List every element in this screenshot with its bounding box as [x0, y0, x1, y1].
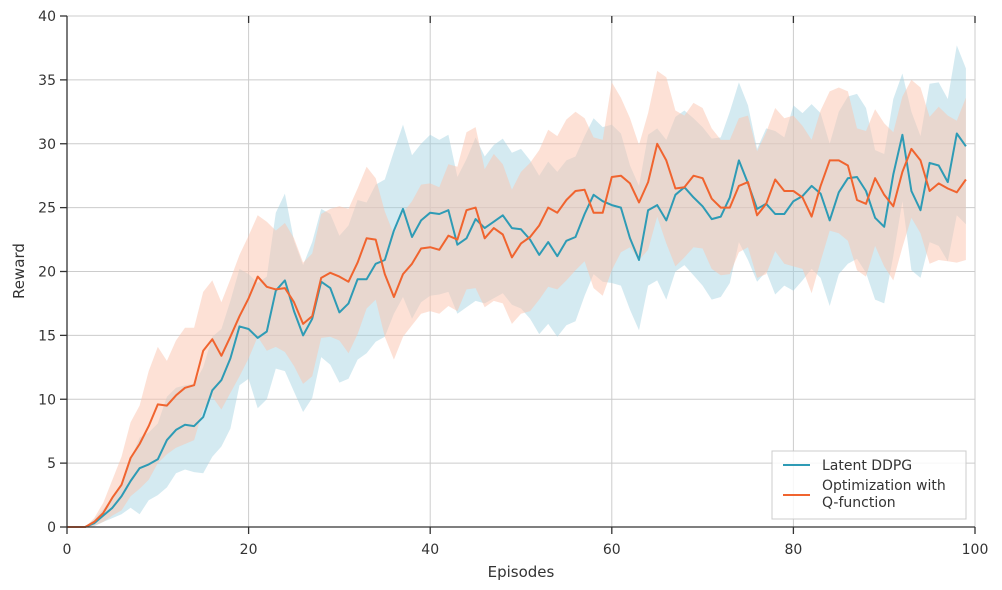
- y-axis-label: Reward: [10, 243, 28, 299]
- y-tick-label: 0: [47, 520, 56, 536]
- legend-box: [771, 450, 967, 520]
- y-tick-label: 25: [38, 201, 56, 217]
- legend-label-latent-ddpg: Latent DDPG: [822, 458, 912, 474]
- line-series-0: [67, 132, 967, 528]
- x-tick-label: 40: [421, 542, 439, 558]
- series-lines: [67, 132, 967, 528]
- y-tick-label: 10: [38, 392, 56, 408]
- y-tick-label: 5: [47, 456, 56, 472]
- x-axis-label: Episodes: [488, 563, 555, 581]
- y-tick-label: 20: [38, 265, 56, 281]
- x-tick-label: 80: [784, 542, 802, 558]
- x-tick-label: 0: [63, 542, 72, 558]
- y-tick-label: 40: [38, 9, 56, 25]
- x-tick-label: 100: [962, 542, 989, 558]
- axes: 0 5 10 15 20 25 30 35 40 0 20 40 60 80 100: [38, 9, 988, 558]
- y-tick-label: 15: [38, 328, 56, 344]
- legend-label-optimization-q-function: Optimization with Q-function: [822, 478, 946, 511]
- legend: Latent DDPG Optimization with Q-function: [771, 450, 967, 520]
- line-series-1: [67, 142, 967, 528]
- y-tick-label: 30: [38, 137, 56, 153]
- y-tick-label: 35: [38, 73, 56, 89]
- x-tick-label: 60: [603, 542, 621, 558]
- x-tick-label: 20: [240, 542, 258, 558]
